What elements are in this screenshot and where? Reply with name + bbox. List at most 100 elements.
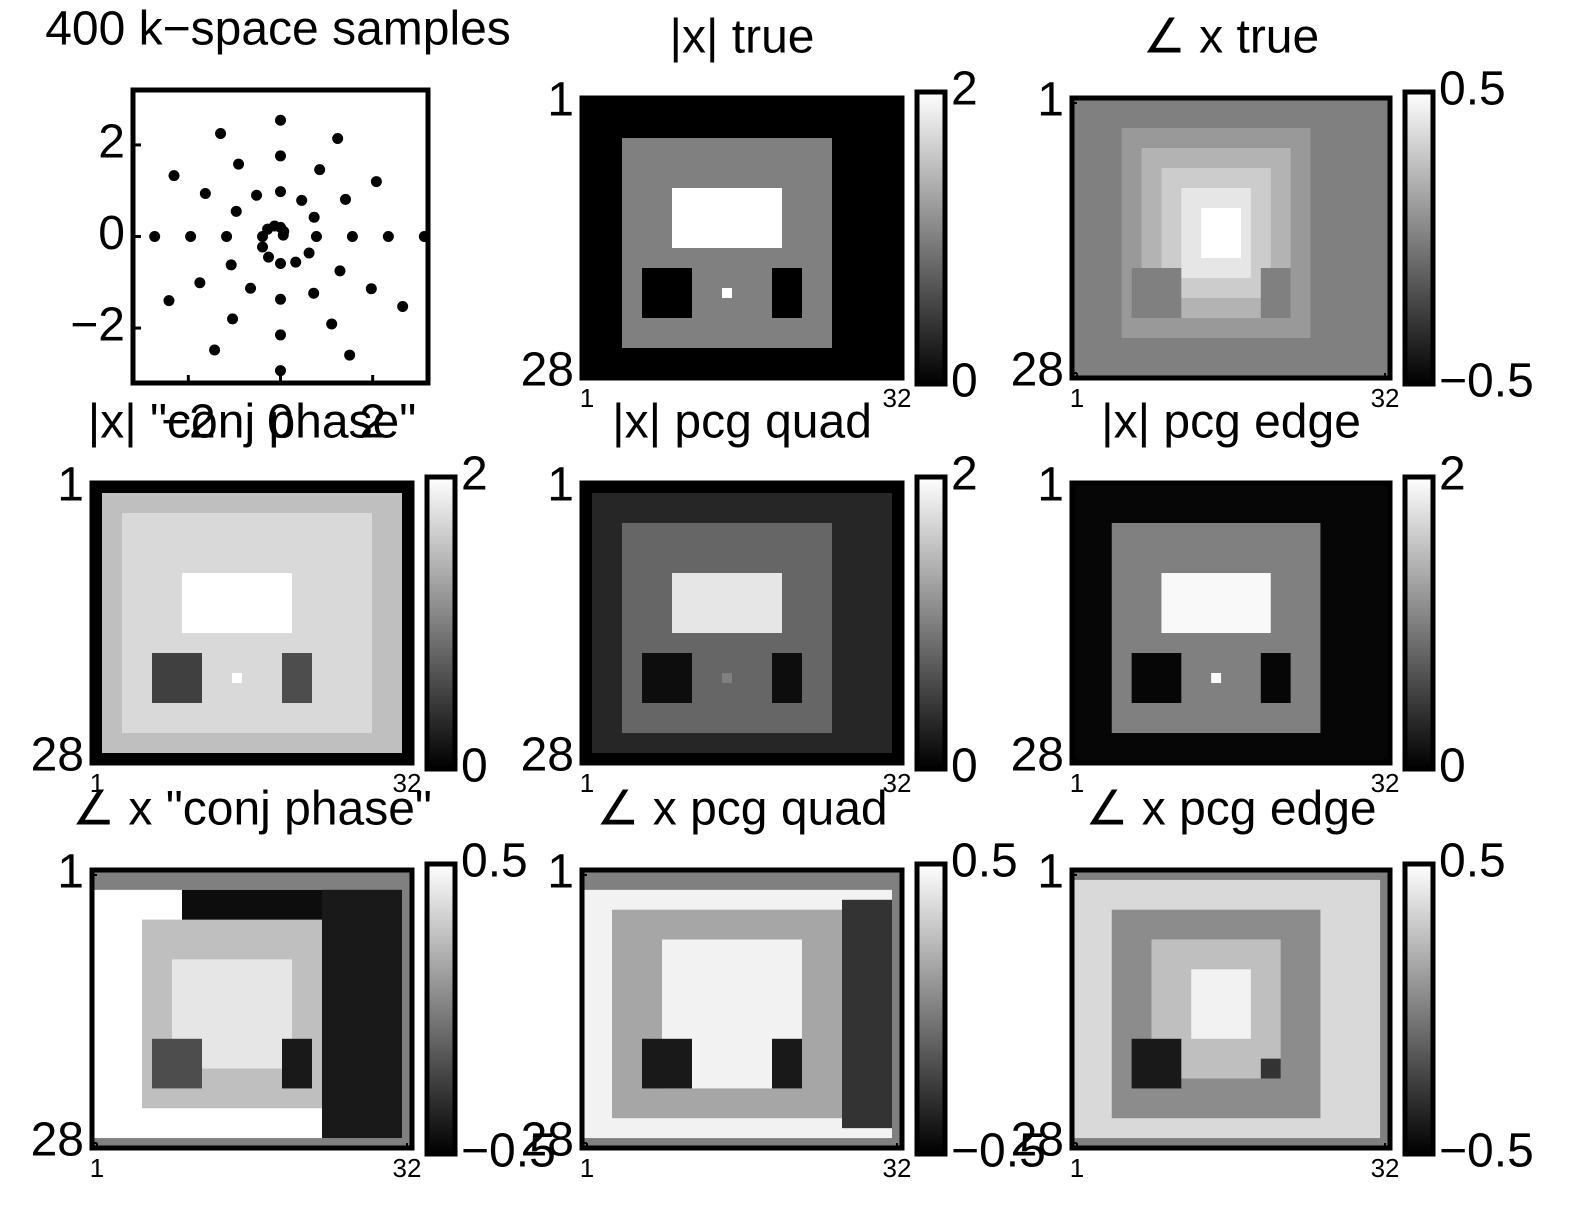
- sample-point: [296, 194, 308, 206]
- panel-title: ∠ x pcg edge: [1085, 783, 1376, 836]
- x-tick-label: 32: [883, 768, 912, 798]
- x-tick-label: 1: [90, 768, 104, 798]
- sample-point: [365, 283, 377, 295]
- y-tick-label: 28: [521, 1114, 574, 1167]
- image-region: [842, 899, 892, 1129]
- image-region: [1131, 653, 1182, 703]
- colorbar-tick-label: −0.5: [1439, 355, 1534, 408]
- x-tick-label: 1: [90, 1153, 104, 1183]
- sample-point: [251, 189, 263, 201]
- image-region: [672, 573, 782, 633]
- x-tick-label: 1: [1070, 383, 1084, 413]
- sample-point: [334, 265, 346, 277]
- sample-point: [233, 158, 245, 170]
- x-tick-label: 32: [883, 1153, 912, 1183]
- y-tick-label: 1: [1037, 459, 1064, 512]
- sample-point: [168, 170, 180, 182]
- axes-frame: [579, 480, 905, 766]
- sample-point: [230, 205, 242, 217]
- x-tick-label: 0: [267, 396, 294, 449]
- x-tick-label: 1: [1070, 1153, 1084, 1183]
- image-region: [232, 673, 242, 683]
- colorbar: [914, 474, 948, 772]
- axes-frame: [579, 95, 905, 381]
- sample-point: [275, 293, 286, 305]
- y-tick-label: 1: [1037, 846, 1064, 899]
- sample-point: [194, 277, 206, 289]
- colorbar-tick-label: 0.5: [1439, 835, 1506, 888]
- colorbar: [1402, 89, 1436, 387]
- image-region: [722, 673, 732, 683]
- sample-point: [149, 231, 161, 242]
- image-region: [772, 1038, 802, 1089]
- panel-title: ∠ x true: [1143, 11, 1319, 64]
- y-tick-label: 0: [98, 207, 125, 260]
- sample-point: [326, 318, 338, 330]
- panel-title: |x| "conj phase": [88, 396, 417, 449]
- panel-title: |x| pcg quad: [612, 396, 872, 449]
- sample-point: [303, 247, 315, 259]
- sample-point: [215, 127, 227, 139]
- colorbar-tick-label: −0.5: [951, 1125, 1046, 1178]
- axes-frame: [89, 867, 415, 1151]
- image-region: [1260, 653, 1291, 703]
- image-region: [152, 653, 202, 703]
- image-region: [772, 653, 802, 703]
- image-region: [642, 268, 692, 318]
- colorbar: [424, 474, 458, 772]
- y-tick-label: 28: [1011, 1114, 1064, 1167]
- axes-frame: [1069, 95, 1393, 381]
- sample-point: [370, 176, 382, 188]
- sample-point: [225, 259, 237, 271]
- x-tick-label: 32: [1371, 1153, 1400, 1183]
- sample-point: [275, 365, 286, 377]
- sample-point: [314, 164, 326, 176]
- image-region: [1260, 268, 1291, 318]
- y-tick-label: 28: [31, 1114, 84, 1167]
- sample-point: [245, 282, 257, 294]
- colorbar-tick-label: 2: [951, 63, 978, 116]
- colorbar-tick-label: 0.5: [1439, 63, 1506, 116]
- colorbar-tick-label: 2: [951, 448, 978, 501]
- image-region: [1201, 208, 1241, 258]
- image-region: [1260, 1058, 1281, 1079]
- image-region: [642, 1038, 692, 1089]
- image-region: [282, 653, 312, 703]
- image-region: [642, 653, 692, 703]
- sample-point: [199, 187, 211, 199]
- colorbar: [1402, 861, 1436, 1157]
- x-tick-label: 1: [580, 1153, 594, 1183]
- image-region: [1131, 268, 1182, 318]
- x-tick-label: 32: [393, 768, 422, 798]
- y-tick-label: 28: [521, 344, 574, 397]
- image-region: [722, 288, 732, 298]
- colorbar: [914, 89, 948, 387]
- y-tick-label: 1: [547, 459, 574, 512]
- y-tick-label: 28: [1011, 729, 1064, 782]
- sample-point: [310, 231, 322, 242]
- colorbar-tick-label: 2: [461, 448, 488, 501]
- sample-point: [346, 231, 358, 242]
- sample-point: [344, 349, 356, 361]
- colorbar-tick-label: 0.5: [951, 835, 1018, 888]
- x-tick-label: −2: [161, 396, 216, 449]
- y-tick-label: −2: [70, 299, 125, 352]
- sample-point: [332, 133, 344, 145]
- colorbar-tick-label: 0: [1439, 740, 1466, 793]
- colorbar-tick-label: −0.5: [1439, 1125, 1534, 1178]
- sample-point: [221, 231, 233, 242]
- sample-point: [290, 256, 302, 268]
- x-tick-label: 32: [393, 1153, 422, 1183]
- y-tick-label: 1: [1037, 74, 1064, 127]
- image-region: [322, 889, 402, 1139]
- colorbar-tick-label: 0: [951, 355, 978, 408]
- panel-title: ∠ x pcg quad: [596, 783, 887, 836]
- x-tick-label: 1: [580, 768, 594, 798]
- colorbar: [1402, 474, 1436, 772]
- sample-point: [263, 251, 275, 263]
- image-region: [1211, 673, 1222, 683]
- y-tick-label: 28: [1011, 344, 1064, 397]
- sample-point: [275, 258, 286, 270]
- image-region: [672, 188, 782, 248]
